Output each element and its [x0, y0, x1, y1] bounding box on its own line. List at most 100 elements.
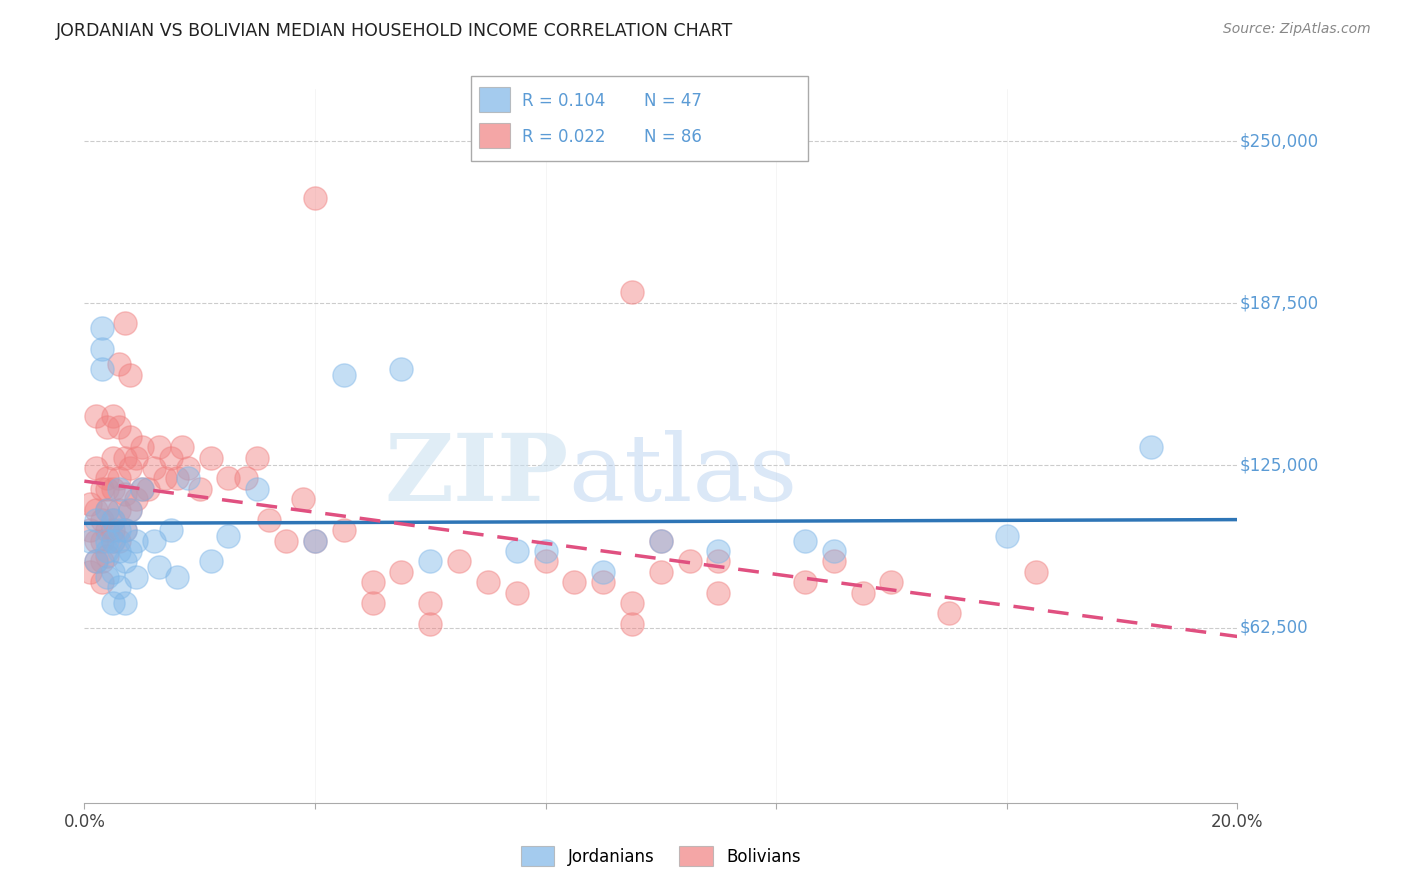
Point — [103, 565, 124, 579]
Point — [592, 565, 614, 579]
Text: N = 86: N = 86 — [644, 128, 702, 145]
Point — [96, 502, 118, 516]
Point — [534, 544, 557, 558]
Point — [108, 357, 131, 371]
Point — [621, 285, 644, 299]
Point — [108, 544, 131, 558]
Point — [90, 482, 112, 496]
Point — [166, 471, 188, 485]
Legend: Jordanians, Bolivians: Jordanians, Bolivians — [515, 839, 807, 873]
Point — [218, 528, 240, 542]
Point — [96, 544, 118, 558]
Text: $250,000: $250,000 — [1240, 132, 1319, 150]
Point — [177, 471, 200, 485]
Point — [108, 533, 131, 548]
Point — [79, 497, 101, 511]
Text: $125,000: $125,000 — [1240, 457, 1319, 475]
Point — [108, 524, 131, 538]
Point — [84, 533, 107, 548]
Point — [84, 461, 107, 475]
Point — [108, 502, 131, 516]
Point — [103, 482, 124, 496]
Point — [131, 482, 153, 496]
Point — [1025, 565, 1047, 579]
Point — [564, 575, 586, 590]
Point — [103, 513, 124, 527]
Point — [621, 596, 644, 610]
Point — [84, 409, 107, 424]
Point — [114, 316, 136, 330]
Point — [361, 575, 384, 590]
Point — [120, 430, 142, 444]
Point — [153, 471, 176, 485]
Point — [333, 368, 356, 382]
Point — [707, 554, 730, 568]
Point — [938, 607, 960, 621]
Point — [419, 596, 441, 610]
Text: N = 47: N = 47 — [644, 92, 702, 110]
Text: $187,500: $187,500 — [1240, 294, 1319, 312]
Point — [650, 533, 672, 548]
Point — [276, 533, 298, 548]
Point — [679, 554, 702, 568]
Point — [131, 440, 153, 454]
Point — [218, 471, 240, 485]
Point — [96, 419, 118, 434]
Text: R = 0.022: R = 0.022 — [522, 128, 605, 145]
Point — [114, 524, 136, 538]
Point — [707, 585, 730, 599]
Point — [84, 554, 107, 568]
Point — [419, 554, 441, 568]
Point — [103, 450, 124, 465]
Point — [90, 533, 112, 548]
Point — [477, 575, 499, 590]
Point — [125, 533, 148, 548]
Point — [125, 570, 148, 584]
Point — [292, 492, 315, 507]
Point — [142, 461, 165, 475]
Point — [103, 533, 124, 548]
Point — [391, 362, 413, 376]
Text: $62,500: $62,500 — [1240, 619, 1308, 637]
Point — [114, 524, 136, 538]
Point — [108, 581, 131, 595]
Point — [136, 482, 159, 496]
Point — [103, 409, 124, 424]
Point — [621, 616, 644, 631]
Point — [96, 549, 118, 564]
Point — [96, 570, 118, 584]
Point — [172, 440, 194, 454]
Point — [257, 513, 280, 527]
Point — [120, 368, 142, 382]
Point — [84, 554, 107, 568]
Point — [125, 492, 148, 507]
Point — [84, 502, 107, 516]
Point — [794, 575, 817, 590]
Point — [96, 524, 118, 538]
Point — [90, 554, 112, 568]
Point — [79, 533, 101, 548]
Point — [1140, 440, 1163, 454]
Point — [90, 362, 112, 376]
Point — [90, 321, 112, 335]
Point — [114, 450, 136, 465]
Point — [103, 596, 124, 610]
Text: Source: ZipAtlas.com: Source: ZipAtlas.com — [1223, 22, 1371, 37]
Point — [120, 502, 142, 516]
Point — [96, 502, 118, 516]
Point — [304, 533, 326, 548]
Point — [114, 554, 136, 568]
Point — [90, 575, 112, 590]
Point — [148, 559, 170, 574]
Point — [108, 419, 131, 434]
Point — [120, 544, 142, 558]
Text: atlas: atlas — [568, 430, 797, 519]
Point — [125, 450, 148, 465]
Point — [246, 450, 269, 465]
Point — [148, 440, 170, 454]
Point — [188, 482, 211, 496]
Point — [246, 482, 269, 496]
Point — [823, 554, 845, 568]
Text: R = 0.104: R = 0.104 — [522, 92, 605, 110]
Point — [707, 544, 730, 558]
